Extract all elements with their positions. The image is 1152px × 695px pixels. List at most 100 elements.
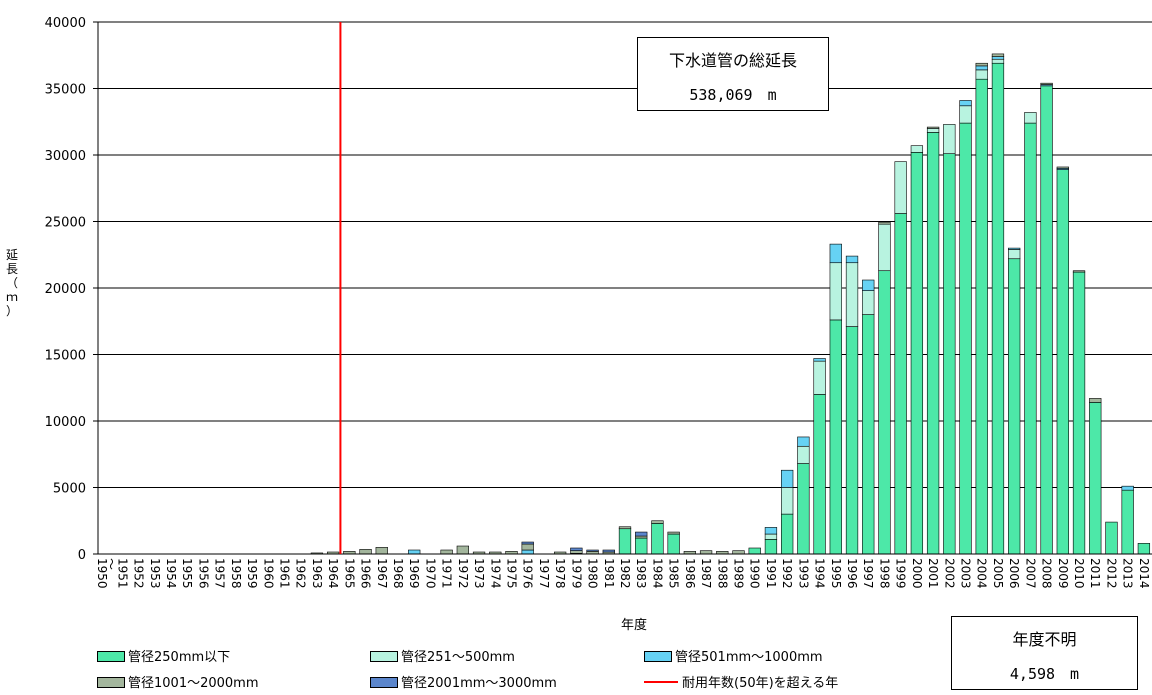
x-tick-label: 1950	[95, 558, 109, 589]
bar-segment	[862, 290, 875, 315]
x-tick-label: 1970	[423, 558, 437, 589]
y-tick-label: 40000	[45, 16, 86, 31]
x-tick-labels: ～1950 1951 1952 1953 1954 1955 1956 1957 1958 195…	[95, 558, 1151, 589]
legend-item-reference-line: 耐用年数(50年)を超える年	[644, 676, 838, 692]
y-axis-label-char: （	[5, 276, 18, 290]
x-tick-label: 1984	[650, 558, 664, 589]
x-tick-label: 1972	[456, 558, 470, 589]
x-axis-label: 年度	[621, 617, 647, 633]
bar-segment	[602, 549, 615, 553]
legend-swatch	[97, 677, 125, 688]
x-tick-label: 1969	[407, 558, 421, 589]
bar-segment	[878, 223, 891, 272]
bar-segment	[813, 394, 826, 555]
bar-segment	[845, 255, 859, 264]
bar-segment	[667, 531, 680, 535]
y-tick-label: 30000	[45, 149, 86, 164]
bar-segment	[748, 547, 761, 555]
bar-segment	[1024, 112, 1037, 124]
x-tick-label: 1960	[261, 558, 275, 589]
bar-segment	[991, 53, 1005, 57]
bar-segment	[1089, 398, 1102, 403]
legend-item-1001-2000: 管径1001～2000mm	[97, 676, 259, 692]
bar-segment	[1072, 271, 1086, 555]
bar-segment	[878, 270, 891, 555]
x-tick-label: 1999	[894, 558, 908, 589]
legend-item-250: 管径250mm以下	[97, 650, 230, 666]
x-tick-label: 2013	[1121, 558, 1135, 589]
legend-item-251-500: 管径251～500mm	[370, 650, 515, 666]
bar-segment	[991, 56, 1005, 60]
x-tick-label: 1951	[115, 558, 129, 589]
x-tick-label: 1992	[780, 558, 794, 589]
bar-segment	[781, 487, 794, 515]
bar-segment	[635, 537, 648, 555]
bar-segment	[797, 445, 810, 464]
bars	[310, 53, 1151, 555]
bar-segment	[570, 550, 583, 554]
x-tick-label: 1998	[877, 558, 891, 589]
bar-segment	[975, 78, 988, 555]
x-tick-label: ～	[104, 558, 118, 570]
bar-segment	[618, 528, 632, 555]
x-tick-label: 2010	[1072, 558, 1086, 589]
x-tick-label: 1974	[488, 558, 502, 589]
bar-segment	[570, 547, 583, 551]
unknown-year-value: 4,598 m	[1009, 665, 1080, 683]
x-tick-label: 2007	[1023, 558, 1037, 589]
x-tick-label: 1953	[148, 558, 162, 589]
bar-segment	[651, 523, 664, 555]
x-tick-label: 1982	[618, 558, 632, 589]
axes	[93, 21, 1152, 555]
total-length-label: 下水道管の総延長	[668, 51, 797, 70]
bar-segment	[618, 526, 632, 530]
bar-segment	[878, 221, 891, 225]
x-tick-label: 1978	[553, 558, 567, 589]
bar-segment	[1072, 270, 1086, 273]
bar-segment	[359, 549, 372, 555]
bar-segment	[781, 469, 794, 488]
x-tick-label: 1997	[861, 558, 875, 589]
x-tick-label: 2011	[1088, 558, 1102, 589]
x-tick-label: 1981	[602, 558, 616, 589]
bar-segment	[1024, 122, 1037, 555]
bar-segment	[813, 360, 826, 395]
x-tick-label: 1987	[699, 558, 713, 589]
bar-segment	[1105, 521, 1118, 555]
x-tick-label: 1973	[472, 558, 486, 589]
legend-label: 管径2001mm～3000mm	[401, 676, 557, 691]
x-tick-label: 1959	[245, 558, 259, 589]
bar-segment	[975, 69, 988, 80]
bar-segment	[375, 547, 388, 555]
x-tick-label: 2009	[1056, 558, 1070, 589]
x-tick-label: 1988	[715, 558, 729, 589]
x-tick-label: 2004	[975, 558, 989, 589]
x-tick-label: 1994	[813, 558, 827, 589]
legend-label: 管径250mm以下	[128, 650, 231, 665]
bar-segment	[910, 152, 924, 555]
bar-segment	[1121, 489, 1134, 555]
legend-label: 管径1001～2000mm	[128, 676, 259, 691]
bar-segment	[862, 279, 875, 291]
legend-label: 管径501mm～1000mm	[675, 650, 823, 665]
x-tick-label: 1952	[132, 558, 146, 589]
x-tick-label: 1967	[375, 558, 389, 589]
x-tick-label: 1996	[845, 558, 859, 589]
x-tick-label: 1986	[683, 558, 697, 589]
bar-segment	[1056, 169, 1069, 555]
bar-segment	[781, 513, 794, 555]
bar-segment	[1008, 249, 1021, 260]
y-tick-label: 0	[78, 548, 86, 563]
x-tick-label: 1991	[764, 558, 778, 589]
legend-item-501-1000: 管径501mm～1000mm	[644, 650, 823, 666]
x-tick-label: 1983	[634, 558, 648, 589]
x-tick-label: 1954	[164, 558, 178, 589]
x-tick-label: 1993	[796, 558, 810, 589]
bar-segment	[959, 100, 972, 107]
y-tick-labels: 0 5000 10000 15000 20000 25000 30000 35000 40000	[45, 16, 86, 563]
x-tick-label: 2002	[942, 558, 956, 589]
bar-segment	[959, 122, 972, 555]
y-tick-label: 5000	[53, 482, 86, 497]
x-tick-label: 1956	[196, 558, 210, 589]
bar-segment	[764, 527, 778, 535]
